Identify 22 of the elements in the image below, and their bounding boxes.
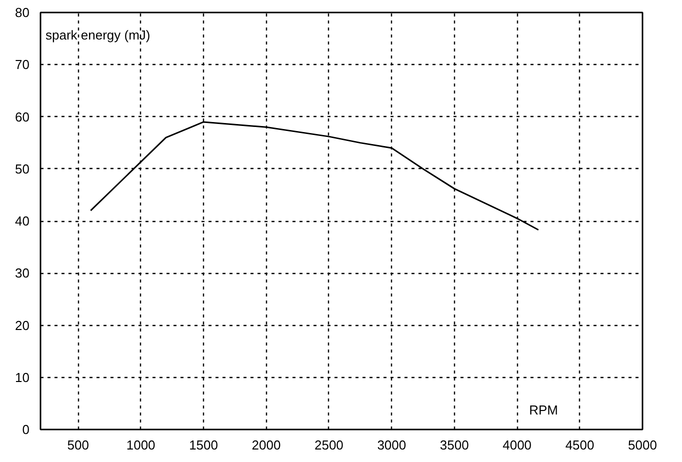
x-tick-label: 2500 — [314, 438, 344, 452]
y-tick-label: 60 — [15, 109, 30, 124]
x-tick-label: 3000 — [377, 438, 406, 452]
x-tick-label: 1000 — [126, 438, 156, 452]
y-tick-label: 50 — [15, 161, 30, 176]
line-series — [90, 121, 540, 231]
x-tick-label: 2000 — [252, 438, 281, 452]
y-tick-label: 0 — [22, 422, 30, 437]
x-tick-label: 1500 — [189, 438, 218, 452]
y-tick-label: 80 — [15, 5, 30, 20]
y-tick-label: 20 — [15, 318, 30, 333]
y-tick-label: 40 — [15, 214, 30, 228]
x-axis-title: RPM — [529, 402, 558, 418]
x-tick-label: 4000 — [502, 438, 532, 452]
x-tick-label: 5000 — [628, 438, 657, 452]
x-tick-label: 500 — [67, 438, 89, 452]
x-tick-label: 4500 — [565, 438, 594, 452]
x-tick-label: 3500 — [440, 438, 469, 452]
y-tick-label: 10 — [15, 370, 30, 385]
y-tick-label: 70 — [15, 57, 30, 72]
y-axis-title: spark energy (mJ) — [46, 28, 150, 42]
y-tick-label: 30 — [15, 266, 30, 281]
